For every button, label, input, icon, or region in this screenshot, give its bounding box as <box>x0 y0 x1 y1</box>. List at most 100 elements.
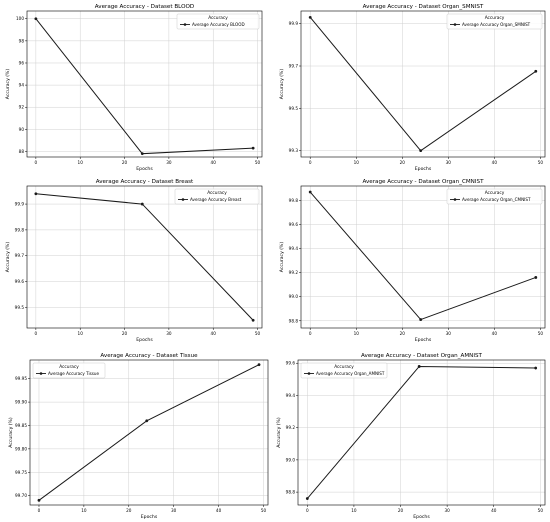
y-tick-label: 99.70 <box>15 493 27 498</box>
legend-box <box>446 188 543 205</box>
series-line <box>38 364 260 501</box>
legend-title: Accuracy <box>334 364 354 370</box>
y-tick-label: 99.90 <box>15 400 27 405</box>
plot-frame <box>300 10 546 158</box>
grid <box>30 360 268 505</box>
chart-1: 0 10 20 30 40 50 88 90 92 94 96 98 100 Average Accura… <box>5 4 263 172</box>
x-tick-label: 40 <box>211 331 217 336</box>
x-tick-label: 10 <box>351 508 357 513</box>
x-tick-label: 0 <box>38 508 41 513</box>
y-tick-label: 99.3 <box>289 148 299 153</box>
data-point <box>534 276 538 279</box>
x-axis-label: Epochs <box>415 166 432 172</box>
y-tick-label: 99.8 <box>15 227 25 232</box>
x-tick-label: 0 <box>306 508 309 513</box>
data-point <box>251 146 255 150</box>
y-tick-label: 99.9 <box>289 21 299 26</box>
x-tick-label: 50 <box>538 331 544 336</box>
y-tick-label: 99.80 <box>15 446 27 451</box>
x-tick-label: 20 <box>400 160 406 165</box>
x-tick-label: 0 <box>35 160 38 165</box>
x-tick-label: 0 <box>309 331 312 336</box>
x-tick-label: 50 <box>261 508 267 513</box>
legend-entry: Average Accuracy Tissue <box>48 371 99 376</box>
data-point <box>140 202 144 206</box>
plot-frame <box>29 359 269 506</box>
data-point <box>419 318 423 321</box>
series-line <box>309 17 537 152</box>
y-tick-label: 99.6 <box>286 361 296 366</box>
x-tick-label: 40 <box>491 508 497 513</box>
data-point <box>308 15 312 19</box>
plot-frame <box>300 185 546 329</box>
y-tick-label: 94 <box>19 83 25 88</box>
legend-marker <box>453 23 457 26</box>
x-tick-label: 40 <box>216 508 222 513</box>
series-line <box>35 18 254 155</box>
grid <box>298 360 545 505</box>
grid <box>301 186 545 328</box>
x-tick-label: 10 <box>354 331 360 336</box>
y-tick-label: 96 <box>19 60 25 65</box>
grid <box>27 11 262 157</box>
x-tick-label: 40 <box>211 160 217 165</box>
data-point <box>140 152 144 156</box>
y-tick-label: 98.8 <box>286 490 296 495</box>
x-tick-label: 40 <box>492 331 498 336</box>
chart-5: 0 10 20 30 40 50 99.70 99.75 99.80 99.85 99.90 99.9… <box>8 353 269 520</box>
data-point <box>257 363 261 367</box>
y-tick-label: 99.2 <box>286 425 296 430</box>
legend-title: Accuracy <box>208 15 228 21</box>
y-axis-label: Accuracy (%) <box>279 69 285 100</box>
x-tick-label: 10 <box>78 331 84 336</box>
chart-2: 0 10 20 30 40 50 99.3 99.5 99.7 99.9 Average Accur… <box>279 4 546 172</box>
legend-box <box>300 362 388 379</box>
y-tick-label: 99.7 <box>15 253 25 258</box>
chart-title: Average Accuracy - Dataset Organ_AMNIST <box>361 353 483 359</box>
y-tick-label: 98 <box>19 38 25 43</box>
x-tick-label: 30 <box>171 508 177 513</box>
legend-title: Accuracy <box>59 364 79 370</box>
y-tick-label: 99.2 <box>289 270 299 275</box>
x-tick-label: 10 <box>81 508 87 513</box>
plot-frame <box>26 10 263 158</box>
legend-title: Accuracy <box>485 190 505 196</box>
y-tick-label: 99.85 <box>15 423 27 428</box>
data-point <box>534 69 538 73</box>
legend-marker <box>307 372 311 375</box>
y-tick-label: 99.4 <box>289 246 299 251</box>
y-tick-label: 99.9 <box>15 202 25 207</box>
legend-entry: Average Accuracy BLOOD <box>192 22 245 27</box>
data-point <box>34 192 38 196</box>
x-tick-label: 50 <box>255 160 261 165</box>
y-tick-label: 99.6 <box>15 279 25 284</box>
legend-marker <box>453 198 457 201</box>
series-line <box>35 193 254 321</box>
data-point <box>419 149 423 153</box>
data-point <box>534 366 538 370</box>
y-tick-label: 98.8 <box>289 318 299 323</box>
y-tick-label: 99.95 <box>15 376 27 381</box>
x-tick-label: 30 <box>166 331 172 336</box>
legend-entry: Average Accuracy Organ_AMNIST <box>316 371 385 376</box>
legend-box <box>32 362 106 379</box>
chart-title: Average Accuracy - Dataset Organ_CMNIST <box>362 179 484 185</box>
legend-title: Accuracy <box>485 15 505 21</box>
y-tick-label: 100 <box>16 16 24 21</box>
grid <box>301 11 545 157</box>
data-point <box>251 318 255 322</box>
x-tick-label: 20 <box>398 508 404 513</box>
legend-entry: Average Accuracy Breast <box>190 197 242 202</box>
legend-box <box>174 188 260 205</box>
x-tick-label: 0 <box>35 331 38 336</box>
y-axis-label: Accuracy (%) <box>8 417 14 448</box>
x-axis-label: Epochs <box>413 514 430 520</box>
y-tick-label: 99.0 <box>286 457 296 462</box>
legend-title: Accuracy <box>207 190 227 196</box>
y-tick-label: 99.5 <box>289 106 299 111</box>
legend-box <box>446 13 543 30</box>
